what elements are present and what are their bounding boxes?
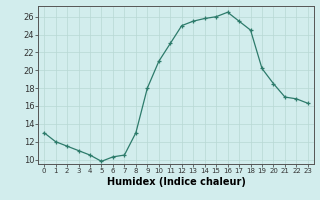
X-axis label: Humidex (Indice chaleur): Humidex (Indice chaleur): [107, 177, 245, 187]
